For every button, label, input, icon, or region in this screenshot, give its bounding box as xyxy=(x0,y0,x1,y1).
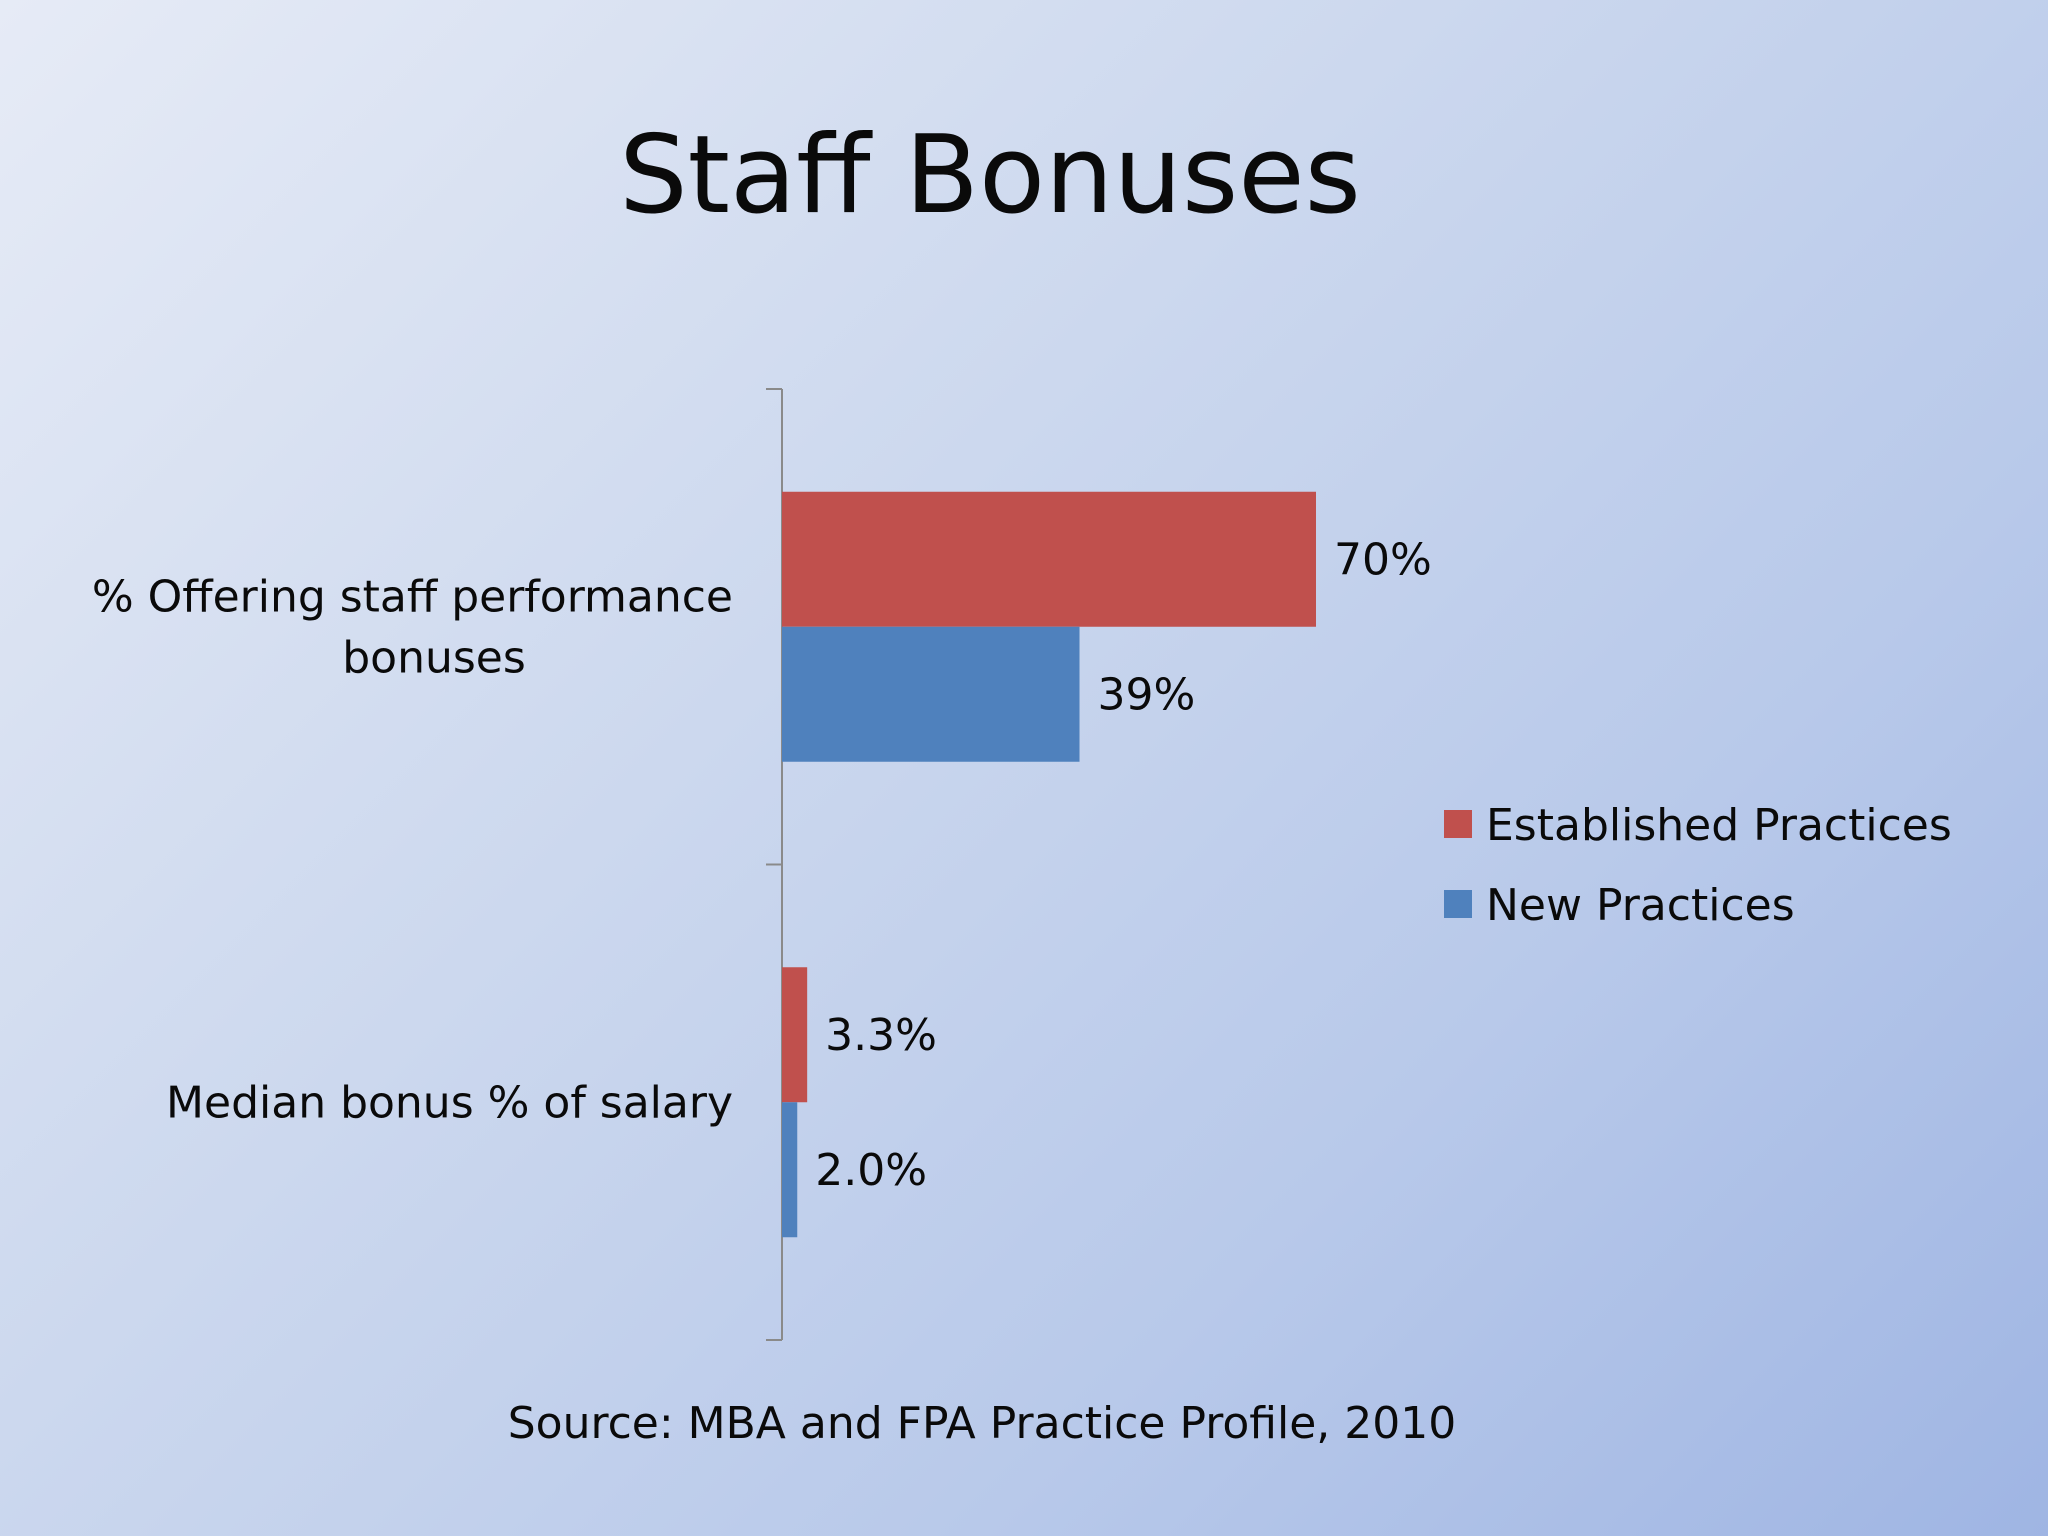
category-label: % Offering staff performance xyxy=(92,571,733,622)
data-label: 39% xyxy=(1098,669,1196,720)
data-label: 2.0% xyxy=(815,1145,927,1196)
bar-new-practices xyxy=(782,1102,798,1238)
category-label: bonuses xyxy=(342,632,526,683)
bar-established-practices xyxy=(782,491,1316,627)
legend-label: Established Practices xyxy=(1486,800,1952,851)
legend-label: New Practices xyxy=(1486,880,1795,931)
data-label: 3.3% xyxy=(825,1010,937,1061)
source-note: Source: MBA and FPA Practice Profile, 20… xyxy=(507,1398,1457,1449)
slide-title: Staff Bonuses xyxy=(619,113,1361,238)
legend-swatch xyxy=(1444,890,1472,918)
legend-swatch xyxy=(1444,810,1472,838)
category-label: Median bonus % of salary xyxy=(166,1077,733,1128)
legend: Established Practices New Practices xyxy=(1444,800,1952,931)
data-label: 70% xyxy=(1334,534,1432,585)
bar-new-practices xyxy=(782,626,1080,762)
bar-established-practices xyxy=(782,967,808,1103)
